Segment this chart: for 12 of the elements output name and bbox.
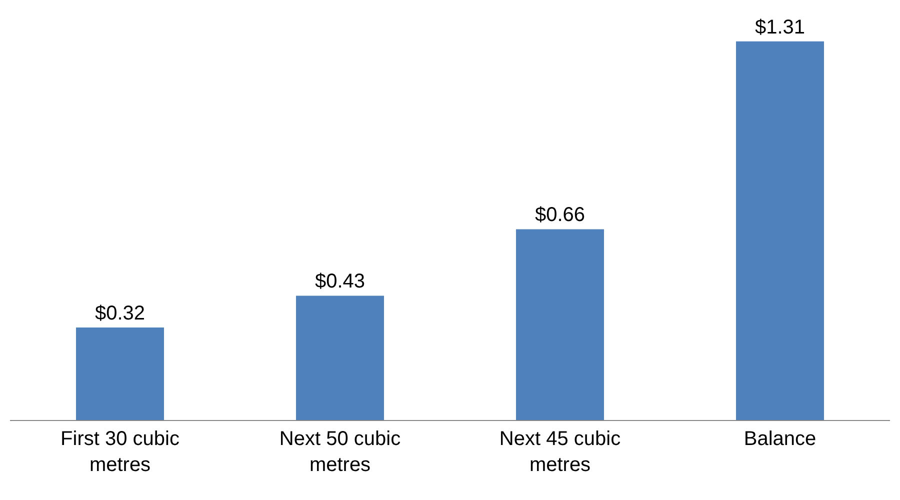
bar: [296, 296, 384, 420]
data-label: $0.32: [94, 302, 146, 325]
bar: [76, 328, 164, 420]
bar: [736, 41, 824, 420]
data-label: $1.31: [754, 16, 806, 38]
x-tick-label: Balance: [744, 428, 816, 450]
x-tick-label: First 30 cubic metres: [60, 428, 180, 476]
data-label: $0.43: [314, 270, 366, 293]
x-tick-label: Next 45 cubic metres: [499, 428, 621, 476]
bar: [516, 229, 604, 420]
x-tick-label: Next 50 cubic metres: [279, 428, 401, 476]
data-label: $0.66: [534, 204, 586, 226]
